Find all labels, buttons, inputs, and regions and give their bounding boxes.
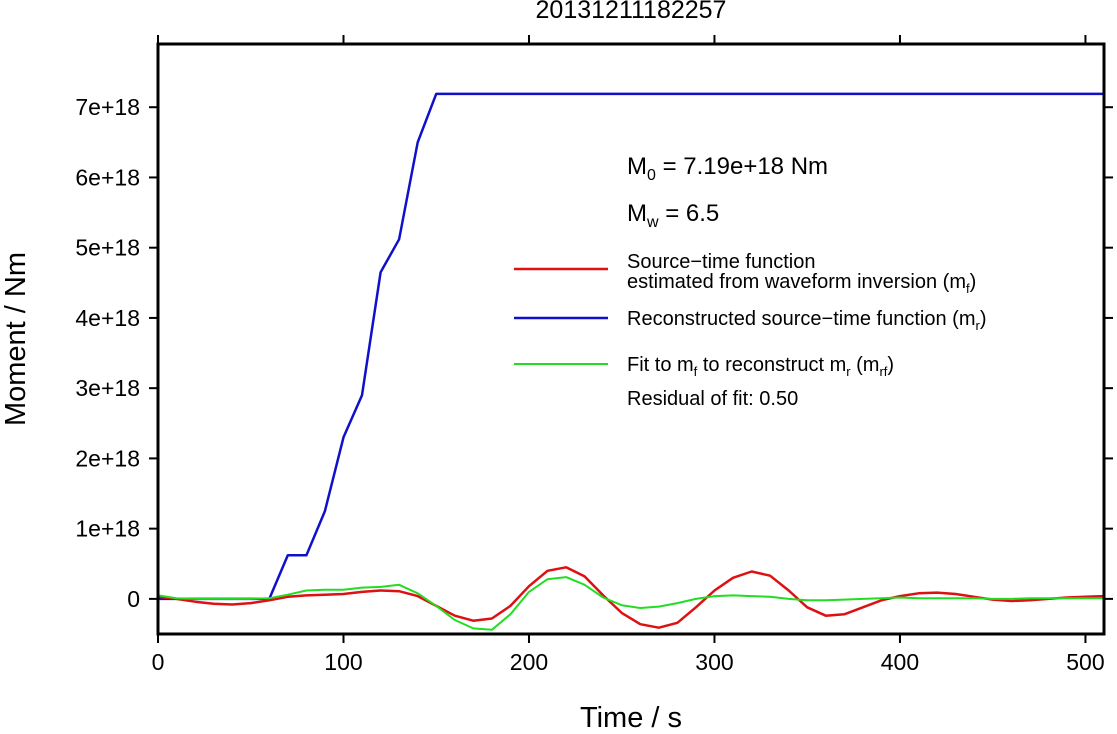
mw-annotation: Mw = 6.5	[627, 200, 719, 231]
series-line-green	[157, 576, 1104, 631]
series-layer	[157, 92, 1105, 631]
axis-ticks: 0 100 200 300 400 500 0 1e+18 2e+18 3e+18 4e+18 5e+…	[75, 35, 1113, 675]
residual-annotation: Residual of fit: 0.50	[627, 388, 798, 410]
legend-green-a: Fit to m	[627, 354, 694, 376]
legend-green-d: )	[887, 354, 894, 376]
y-tick-label: 4e+18	[75, 305, 140, 331]
series-line-red	[157, 566, 1105, 629]
legend-green-b-sub: r	[846, 364, 851, 379]
m0-value: = 7.19e+18 Nm	[656, 153, 828, 180]
m0-symbol: M	[627, 153, 647, 180]
y-tick-label: 6e+18	[75, 164, 140, 190]
chart-title: 20131211182257	[536, 0, 727, 24]
x-tick-label: 200	[510, 649, 548, 675]
legend-green: Fit to mf to reconstruct mr (mrf)	[627, 354, 894, 379]
m0-annotation: M0 = 7.19e+18 Nm	[627, 153, 828, 184]
x-tick-label: 0	[152, 649, 165, 675]
legend-green-a-sub: f	[694, 364, 698, 379]
legend-red-line2-text: estimated from waveform inversion (m	[627, 271, 966, 293]
y-tick-label: 5e+18	[75, 235, 140, 261]
legend-red-line1: Source−time function	[627, 251, 815, 273]
legend-red-sub: f	[966, 281, 970, 296]
legend-blue: Reconstructed source−time function (mr)	[627, 308, 987, 333]
mw-symbol: M	[627, 200, 647, 227]
series-line-blue	[158, 92, 1104, 601]
mw-subscript: w	[646, 214, 659, 231]
y-tick-label: 7e+18	[75, 94, 140, 120]
x-axis-label: Time / s	[580, 702, 682, 734]
x-tick-label: 500	[1066, 649, 1104, 675]
legend-green-c-sub: rf	[879, 364, 887, 379]
legend-green-c: (m	[851, 354, 880, 376]
x-tick-label: 400	[881, 649, 919, 675]
y-axis-label: Moment / Nm	[0, 252, 32, 426]
legend-red-line2: estimated from waveform inversion (mf)	[627, 271, 976, 296]
x-tick-label: 100	[324, 649, 362, 675]
legend-blue-text: Reconstructed source−time function (m	[627, 308, 976, 330]
plot-frame	[156, 42, 1106, 636]
legend-blue-close: )	[980, 308, 987, 330]
y-tick-label: 3e+18	[75, 375, 140, 401]
y-tick-label: 2e+18	[75, 445, 140, 471]
legend-red-close: )	[970, 271, 977, 293]
legend-green-b: to reconstruct m	[697, 354, 846, 376]
m0-subscript: 0	[647, 167, 656, 184]
legend: Source−time function estimated from wave…	[514, 251, 987, 410]
y-tick-label: 1e+18	[75, 516, 140, 542]
mw-value: = 6.5	[659, 200, 720, 227]
x-tick-label: 300	[695, 649, 733, 675]
legend-blue-sub: r	[976, 318, 981, 333]
y-tick-label: 0	[127, 586, 140, 612]
